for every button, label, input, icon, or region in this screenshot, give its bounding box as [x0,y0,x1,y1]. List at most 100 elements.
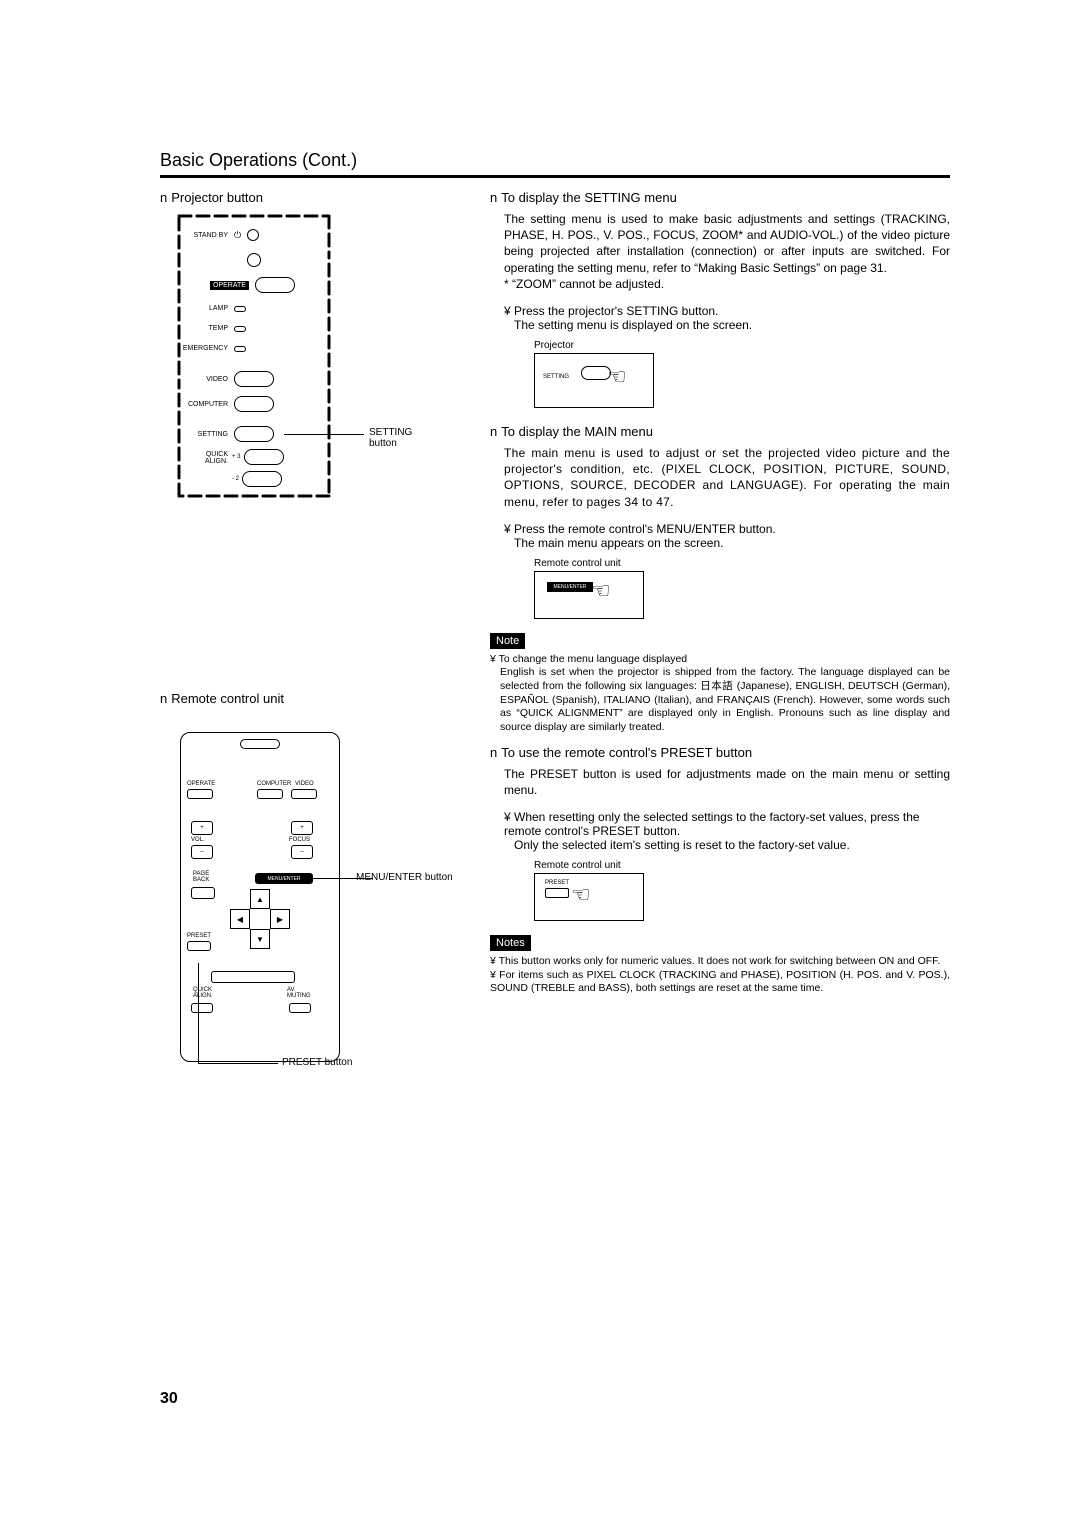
remote-preset-fig: PRESET ☜ [534,873,644,921]
callout-line [284,434,364,435]
page-number: 30 [160,1390,178,1408]
setting-callout-text: SETTING button [369,427,412,449]
rc-preset-button [187,941,211,951]
setting-label: SETTING [174,431,234,438]
fig-menuenter-button: MENU/ENTER [547,582,593,592]
setting-press-1: ¥ Press the projector's SETTING button. [504,304,950,318]
callout-line-preset [198,1063,278,1064]
main-menu-heading-text: To display the MAIN menu [501,424,653,439]
remote-heading-label: Remote control unit [171,691,284,706]
projector-button-label: Projector button [171,190,263,205]
rc-focus-minus: – [291,845,313,859]
setting-button [234,426,274,442]
emergency-led [234,346,246,352]
operate-button [255,277,295,293]
standby-label: STAND BY [174,232,234,239]
minus2-label: - 2 [232,476,239,482]
rc-vol-plus: + [191,821,213,835]
rc-avm-label: AV MUTING [287,987,311,999]
rc-qa-label: QUICK ALIGN. [193,987,213,999]
main-menu-body: The main menu is used to adjust or set t… [504,445,950,510]
note-lang-2: English is set when the projector is shi… [500,666,950,734]
preset-press-2: Only the selected item's setting is rese… [514,838,950,852]
main-press-block: ¥ Press the remote control's MENU/ENTER … [504,522,950,550]
rc-operate-label: OPERATE [187,781,215,787]
two-column-layout: n Projector button STAND BY ⏻ OPERATE LAM… [160,190,950,1073]
fig-preset-text: PRESET [545,880,569,886]
rc-wide-button [211,971,295,983]
dpad-down: ▼ [250,929,270,949]
preset-press-1: ¥ When resetting only the selected setti… [504,810,950,838]
video-label: VIDEO [174,376,234,383]
preset-heading: n To use the remote control's PRESET butt… [490,745,950,760]
fig-remote-label-2: Remote control unit [534,860,950,871]
qa-plus-button [244,449,284,465]
right-column: n To display the SETTING menu The setting… [490,190,950,1073]
bullet-icon: n [490,190,497,205]
lamp-label: LAMP [174,305,234,312]
setting-menu-heading: n To display the SETTING menu [490,190,950,205]
rc-focus-plus: + [291,821,313,835]
fig-remote-label: Remote control unit [534,558,950,569]
projector-diagram: STAND BY ⏻ OPERATE LAMP TEMP EMERGENCY V… [174,211,344,501]
rc-computer-button [257,789,283,799]
computer-label: COMPUTER [174,401,234,408]
remote-diagram: OPERATE COMPUTER VIDEO + VOL. – + FOCUS … [180,732,340,1062]
rc-pageback-label: PAGE BACK [193,871,209,883]
video-button [234,371,274,387]
setting-press-2: The setting menu is displayed on the scr… [514,318,950,332]
hand-icon: ☜ [591,578,611,604]
projector-button-heading: n Projector button [160,190,460,205]
title-rule [160,175,950,178]
rc-dpad: ▲ ▼ ◀ ▶ [225,889,295,959]
rc-operate-button [187,789,213,799]
quickalign-label: QUICK ALIGN. [174,451,234,465]
setting-press-block: ¥ Press the projector's SETTING button. … [504,304,950,332]
left-column: n Projector button STAND BY ⏻ OPERATE LAM… [160,190,460,1073]
remote-lens [240,739,280,749]
main-menu-heading: nTo display the MAIN menu [490,424,950,439]
rc-video-label: VIDEO [295,781,314,787]
operate-label: OPERATE [210,281,249,290]
page-title: Basic Operations (Cont.) [160,150,950,171]
bullet-icon: n [490,745,497,760]
notes-1: ¥ This button works only for numeric val… [490,955,950,969]
qa-minus-button [242,471,282,487]
rc-menuenter-button: MENU/ENTER [255,873,313,884]
preset-press-block: ¥ When resetting only the selected setti… [504,810,950,852]
temp-led [234,326,246,332]
hand-icon: ☜ [607,364,627,390]
note-lang-1: ¥ To change the menu language displayed [490,653,950,667]
dpad-left: ◀ [230,909,250,929]
power-icon: ⏻ [234,230,241,241]
bullet-icon: n [160,190,167,205]
setting-menu-body: The setting menu is used to make basic a… [504,211,950,276]
preset-callout-text: PRESET button [282,1057,352,1068]
notes-2: ¥ For items such as PIXEL CLOCK (TRACKIN… [490,969,950,996]
rc-computer-label: COMPUTER [257,781,291,787]
main-press-2: The main menu appears on the screen. [514,536,950,550]
rc-focus-label: FOCUS [289,837,310,843]
dpad-up: ▲ [250,889,270,909]
operate-led [247,253,261,267]
standby-led [247,229,259,241]
preset-heading-text: To use the remote control's PRESET butto… [501,745,752,760]
rc-avm-button [289,1003,311,1013]
main-press-1: ¥ Press the remote control's MENU/ENTER … [504,522,950,536]
remote-menu-fig: MENU/ENTER ☜ [534,571,644,619]
lamp-led [234,306,246,312]
rc-preset-label: PRESET [187,933,211,939]
setting-menu-heading-text: To display the SETTING menu [501,190,677,205]
computer-button [234,396,274,412]
fig-preset-button [545,888,569,898]
temp-label: TEMP [174,325,234,332]
rc-video-button [291,789,317,799]
rc-qa-button [191,1003,213,1013]
rc-pageback-button [191,887,215,899]
hand-icon: ☜ [571,882,591,908]
plus3-label: + 3 [232,454,241,460]
setting-zoom-note: * “ZOOM” cannot be adjusted. [504,276,950,292]
rc-vol-minus: – [191,845,213,859]
notes-tag: Notes [490,935,531,951]
bullet-icon: n [160,691,167,706]
